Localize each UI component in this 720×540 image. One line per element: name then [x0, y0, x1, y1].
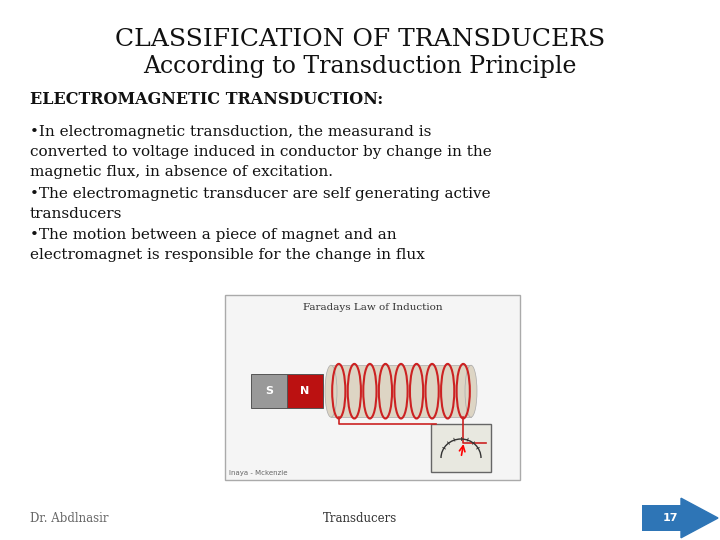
Polygon shape: [681, 498, 718, 538]
FancyBboxPatch shape: [431, 424, 491, 472]
Text: •In electromagnetic transduction, the measurand is
converted to voltage induced : •In electromagnetic transduction, the me…: [30, 125, 492, 179]
Text: •The motion between a piece of magnet and an
electromagnet is responsible for th: •The motion between a piece of magnet an…: [30, 228, 425, 262]
Text: •The electromagnetic transducer are self generating active
transducers: •The electromagnetic transducer are self…: [30, 187, 490, 221]
FancyBboxPatch shape: [287, 374, 323, 408]
Text: According to Transduction Principle: According to Transduction Principle: [143, 56, 577, 78]
Text: 17: 17: [662, 513, 678, 523]
Ellipse shape: [465, 365, 477, 417]
Text: CLASSIFICATION OF TRANSDUCERS: CLASSIFICATION OF TRANSDUCERS: [115, 29, 605, 51]
Text: Inaya - Mckenzie: Inaya - Mckenzie: [229, 470, 287, 476]
Text: Faradays Law of Induction: Faradays Law of Induction: [302, 303, 442, 312]
Text: Dr. Abdlnasir: Dr. Abdlnasir: [30, 511, 109, 524]
FancyBboxPatch shape: [251, 374, 287, 408]
Text: S: S: [265, 386, 273, 396]
FancyBboxPatch shape: [225, 295, 520, 480]
FancyBboxPatch shape: [331, 365, 471, 417]
Text: Transducers: Transducers: [323, 511, 397, 524]
Text: ELECTROMAGNETIC TRANSDUCTION:: ELECTROMAGNETIC TRANSDUCTION:: [30, 91, 383, 109]
Text: N: N: [300, 386, 310, 396]
Ellipse shape: [325, 365, 337, 417]
FancyBboxPatch shape: [642, 505, 681, 531]
